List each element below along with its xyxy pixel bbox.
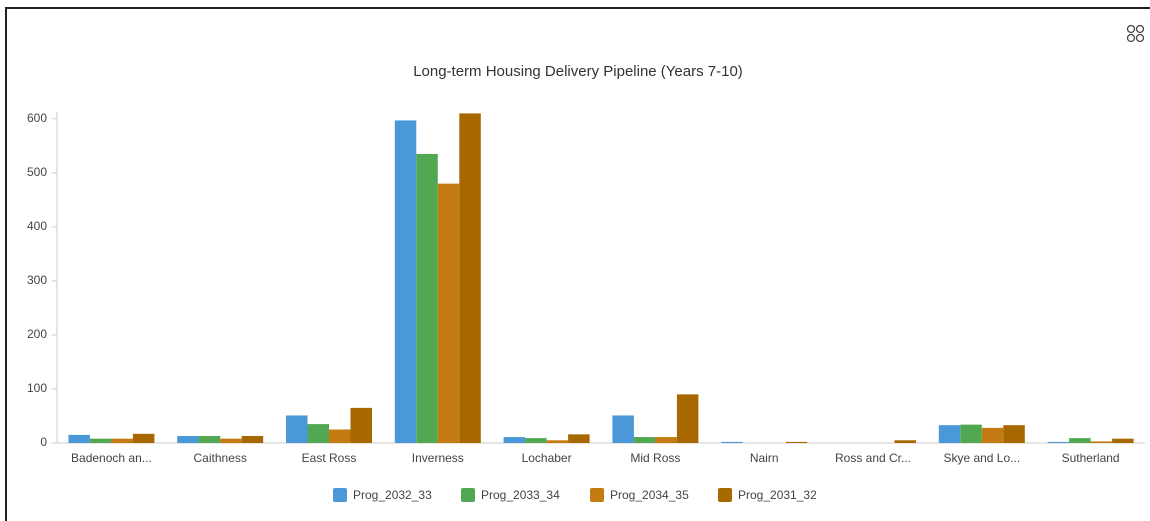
legend-label: Prog_2034_35 (610, 488, 689, 502)
bar (721, 441, 743, 443)
legend-label: Prog_2031_32 (738, 488, 817, 502)
bar (676, 394, 699, 443)
bar (503, 437, 526, 443)
bar (938, 425, 961, 443)
bar (568, 434, 590, 443)
y-tick-label: 200 (27, 327, 47, 341)
bar (546, 440, 569, 443)
bar (981, 427, 1004, 443)
bar (655, 437, 677, 443)
bar (633, 437, 656, 443)
legend-swatch (461, 488, 475, 502)
bar (1112, 438, 1134, 443)
bar (89, 438, 112, 443)
x-tick-label: Mid Ross (630, 451, 680, 465)
x-tick-label: Inverness (412, 451, 464, 465)
bar (785, 441, 808, 443)
bar (111, 438, 133, 443)
bar (177, 435, 199, 443)
menu-icon[interactable] (1126, 24, 1145, 43)
x-tick-label: Sutherland (1062, 451, 1120, 465)
bar (1003, 425, 1025, 443)
y-tick-label: 100 (27, 381, 47, 395)
bar (1069, 438, 1091, 443)
bar (459, 113, 481, 443)
y-tick-label: 500 (27, 165, 47, 179)
chart-title: Long-term Housing Delivery Pipeline (Yea… (413, 63, 743, 80)
bar (286, 415, 308, 443)
bar (1047, 441, 1070, 443)
y-tick-label: 400 (27, 219, 47, 233)
x-tick-label: Skye and Lo... (943, 451, 1020, 465)
bar (132, 433, 155, 443)
x-tick-label: Lochaber (522, 451, 572, 465)
bar (416, 153, 438, 443)
bar (350, 407, 372, 443)
bar (437, 183, 460, 444)
bar (307, 424, 329, 443)
legend-swatch (333, 488, 347, 502)
bar (960, 424, 982, 443)
bar (525, 438, 547, 443)
bar (220, 438, 242, 443)
bar (198, 435, 221, 443)
y-tick-label: 0 (40, 435, 47, 449)
legend-swatch (590, 488, 604, 502)
bar (1090, 441, 1113, 443)
bar (894, 440, 916, 443)
y-tick-label: 600 (27, 111, 47, 125)
frame (5, 7, 1150, 521)
legend-swatch (718, 488, 732, 502)
legend-label: Prog_2033_34 (481, 488, 560, 502)
bar (241, 435, 264, 443)
x-tick-label: East Ross (302, 451, 357, 465)
x-tick-label: Badenoch an... (71, 451, 152, 465)
y-tick-label: 300 (27, 273, 47, 287)
bar (329, 429, 351, 443)
bar (394, 120, 417, 443)
legend-label: Prog_2032_33 (353, 488, 432, 502)
x-tick-label: Nairn (750, 451, 779, 465)
bar (612, 415, 634, 443)
bar (68, 434, 90, 443)
x-tick-label: Ross and Cr... (835, 451, 911, 465)
x-tick-label: Caithness (194, 451, 247, 465)
